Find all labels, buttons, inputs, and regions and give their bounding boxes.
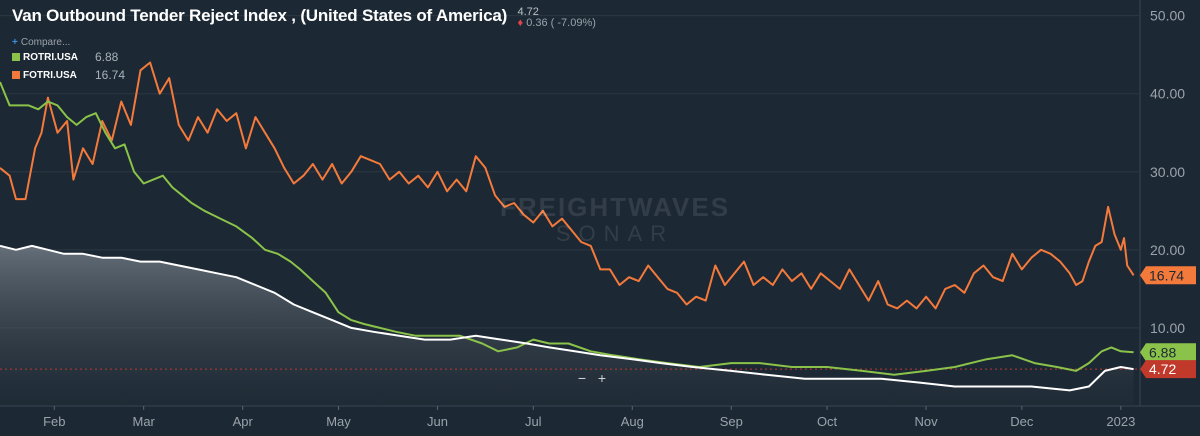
series-line-rotri-usa — [0, 81, 1134, 376]
zoom-out-button[interactable]: − — [577, 370, 587, 386]
series-area-votri-usa — [0, 245, 1134, 406]
area-layer — [0, 245, 1140, 406]
legend-name: ROTRI.USA — [23, 51, 78, 63]
compare-button[interactable]: + Compare... — [12, 37, 70, 48]
legend-value: 6.88 — [95, 50, 119, 64]
end-label-text: 16.74 — [1149, 267, 1184, 283]
x-tick-label: May — [326, 414, 351, 429]
chart-header: Van Outbound Tender Reject Index , (Unit… — [12, 6, 596, 29]
y-tick-label: 40.00 — [1150, 86, 1185, 102]
x-tick-label: Jun — [427, 414, 448, 429]
compare-label: Compare... — [20, 37, 71, 48]
y-tick-label: 50.00 — [1150, 8, 1185, 24]
end-label: 16.74 — [1140, 266, 1196, 285]
legend-swatch — [12, 71, 20, 79]
end-label-text: 4.72 — [1149, 361, 1176, 377]
x-tick-label: Apr — [233, 414, 254, 429]
current-value-block: 4.72 ♦ 0.36 ( -7.09%) — [518, 6, 596, 29]
series-line-fotri-usa — [0, 61, 1135, 310]
x-tick-label: Feb — [43, 414, 65, 429]
legend-swatch — [12, 53, 20, 61]
change-value: ♦ 0.36 ( -7.09%) — [518, 17, 596, 29]
legend-item-fotri[interactable]: FOTRI.USA 16.74 — [12, 68, 125, 82]
end-label: 4.72 — [1140, 360, 1196, 379]
plus-icon: + — [12, 37, 18, 48]
legend-value: 16.74 — [95, 68, 126, 82]
end-value-labels: 16.74 6.884.72 — [1140, 266, 1196, 379]
change-arrow-icon: ♦ — [517, 17, 524, 29]
x-tick-label: Aug — [621, 414, 644, 429]
series-line-votri-usa — [0, 244, 1134, 392]
end-label-box — [1140, 343, 1196, 362]
y-tick-label: 30.00 — [1150, 164, 1185, 180]
current-value: 4.72 — [517, 6, 539, 18]
change-text: 0.36 ( -7.09%) — [526, 17, 596, 29]
x-tick-label: 2023 — [1106, 414, 1135, 429]
y-tick-label: 10.00 — [1150, 320, 1185, 336]
series-layer — [0, 61, 1135, 392]
x-tick-label: Mar — [133, 414, 156, 429]
x-tick-label: Oct — [817, 414, 838, 429]
y-axis: 10.00 20.00 30.00 40.00 50.00 — [1150, 8, 1185, 336]
x-tick-label: Jul — [525, 414, 542, 429]
x-tick-label: Nov — [914, 414, 938, 429]
x-tick-label: Sep — [720, 414, 743, 429]
zoom-controls: − + — [572, 370, 620, 388]
chart-title: Van Outbound Tender Reject Index , (Unit… — [12, 6, 508, 25]
legend-name: FOTRI.USA — [23, 69, 77, 81]
legend-item-rotri[interactable]: ROTRI.USA 6.88 — [12, 50, 118, 64]
x-tick-label: Dec — [1010, 414, 1034, 429]
y-tick-label: 20.00 — [1150, 242, 1185, 258]
zoom-in-button[interactable]: + — [597, 370, 607, 386]
x-axis: Feb Mar Apr May Jun Jul Aug Sep Oct Nov Dec 2023 — [43, 406, 1135, 429]
end-label-box — [1140, 360, 1196, 379]
end-label-text: 6.88 — [1149, 344, 1176, 360]
end-label: 6.88 — [1140, 343, 1196, 362]
end-label-box — [1140, 266, 1196, 285]
